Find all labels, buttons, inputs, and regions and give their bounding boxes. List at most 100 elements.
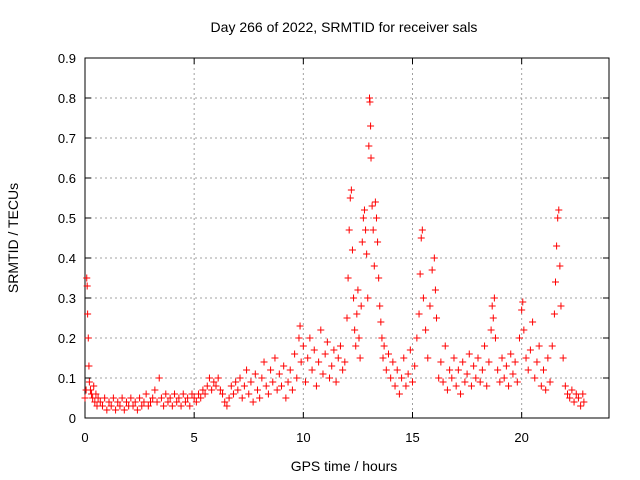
data-point bbox=[149, 394, 157, 402]
data-point bbox=[219, 390, 227, 398]
data-point bbox=[190, 394, 198, 402]
data-point bbox=[454, 366, 462, 374]
data-point bbox=[101, 394, 109, 402]
data-point bbox=[368, 202, 376, 210]
data-point bbox=[398, 374, 406, 382]
data-point bbox=[369, 226, 377, 234]
data-point bbox=[542, 386, 550, 394]
data-point bbox=[356, 354, 364, 362]
data-point bbox=[86, 386, 94, 394]
data-point bbox=[376, 302, 384, 310]
data-point bbox=[109, 394, 117, 402]
data-point bbox=[223, 402, 231, 410]
data-point bbox=[481, 342, 489, 350]
chart-title: Day 266 of 2022, SRMTID for receiver sal… bbox=[211, 19, 478, 35]
data-point bbox=[554, 214, 562, 222]
data-point bbox=[284, 378, 292, 386]
data-point bbox=[203, 382, 211, 390]
x-tick-label: 0 bbox=[81, 430, 88, 445]
data-point bbox=[483, 382, 491, 390]
data-point bbox=[417, 234, 425, 242]
y-tick-label: 0.2 bbox=[58, 331, 76, 346]
data-point bbox=[367, 122, 375, 130]
data-point bbox=[205, 374, 213, 382]
data-point bbox=[234, 386, 242, 394]
data-point bbox=[306, 334, 314, 342]
data-point bbox=[348, 246, 356, 254]
data-point bbox=[559, 354, 567, 362]
data-point bbox=[256, 394, 264, 402]
data-point bbox=[572, 390, 580, 398]
data-point bbox=[296, 322, 304, 330]
data-point bbox=[179, 390, 187, 398]
data-point bbox=[92, 390, 100, 398]
data-point bbox=[402, 382, 410, 390]
y-tick-label: 0 bbox=[69, 411, 76, 426]
data-point bbox=[171, 390, 179, 398]
data-point bbox=[136, 394, 144, 402]
data-point bbox=[299, 342, 307, 350]
data-point bbox=[240, 382, 248, 390]
data-point bbox=[574, 394, 582, 402]
data-point bbox=[422, 326, 430, 334]
data-point bbox=[98, 402, 106, 410]
data-point bbox=[387, 374, 395, 382]
data-point bbox=[467, 382, 475, 390]
data-point bbox=[258, 374, 266, 382]
data-point bbox=[85, 362, 93, 370]
data-point bbox=[515, 334, 523, 342]
data-point bbox=[391, 382, 399, 390]
data-point bbox=[116, 402, 124, 410]
data-point bbox=[160, 402, 168, 410]
data-point bbox=[393, 366, 401, 374]
data-point bbox=[400, 354, 408, 362]
data-point bbox=[439, 378, 447, 386]
data-point bbox=[90, 382, 98, 390]
data-point bbox=[212, 382, 220, 390]
data-point bbox=[350, 294, 358, 302]
data-point bbox=[418, 226, 426, 234]
data-point bbox=[354, 286, 362, 294]
data-point bbox=[166, 394, 174, 402]
data-point bbox=[459, 358, 467, 366]
data-point bbox=[384, 350, 392, 358]
data-point bbox=[286, 366, 294, 374]
data-point bbox=[336, 342, 344, 350]
data-point bbox=[419, 294, 427, 302]
data-point bbox=[531, 374, 539, 382]
axis-ticks: 0 0.1 0.2 0.3 0.4 0.5 0.6 0.7 0.8 0.9 0 5 10 15 20 bbox=[58, 51, 609, 445]
data-point bbox=[278, 382, 285, 390]
data-point bbox=[328, 362, 336, 370]
data-point bbox=[339, 366, 347, 374]
data-point bbox=[579, 390, 587, 398]
data-point bbox=[210, 378, 218, 386]
data-point bbox=[315, 358, 323, 366]
data-point bbox=[302, 378, 310, 386]
data-point bbox=[312, 382, 320, 390]
data-point bbox=[472, 374, 480, 382]
y-tick-label: 0.3 bbox=[58, 291, 76, 306]
data-point bbox=[555, 206, 563, 214]
data-point bbox=[345, 226, 353, 234]
data-point bbox=[502, 362, 510, 370]
data-point bbox=[138, 402, 146, 410]
data-point bbox=[557, 302, 565, 310]
data-point bbox=[260, 358, 268, 366]
data-point bbox=[346, 194, 354, 202]
data-point bbox=[323, 338, 331, 346]
data-point bbox=[197, 394, 205, 402]
data-point bbox=[378, 334, 386, 342]
y-tick-label: 0.8 bbox=[58, 91, 76, 106]
data-point bbox=[518, 306, 526, 314]
data-point bbox=[494, 366, 502, 374]
data-point bbox=[188, 390, 196, 398]
data-point bbox=[358, 238, 366, 246]
data-point bbox=[364, 294, 372, 302]
data-point bbox=[382, 366, 390, 374]
data-point bbox=[465, 350, 473, 358]
data-point bbox=[524, 366, 532, 374]
data-point bbox=[556, 262, 564, 270]
data-point bbox=[535, 342, 543, 350]
data-point bbox=[201, 390, 209, 398]
